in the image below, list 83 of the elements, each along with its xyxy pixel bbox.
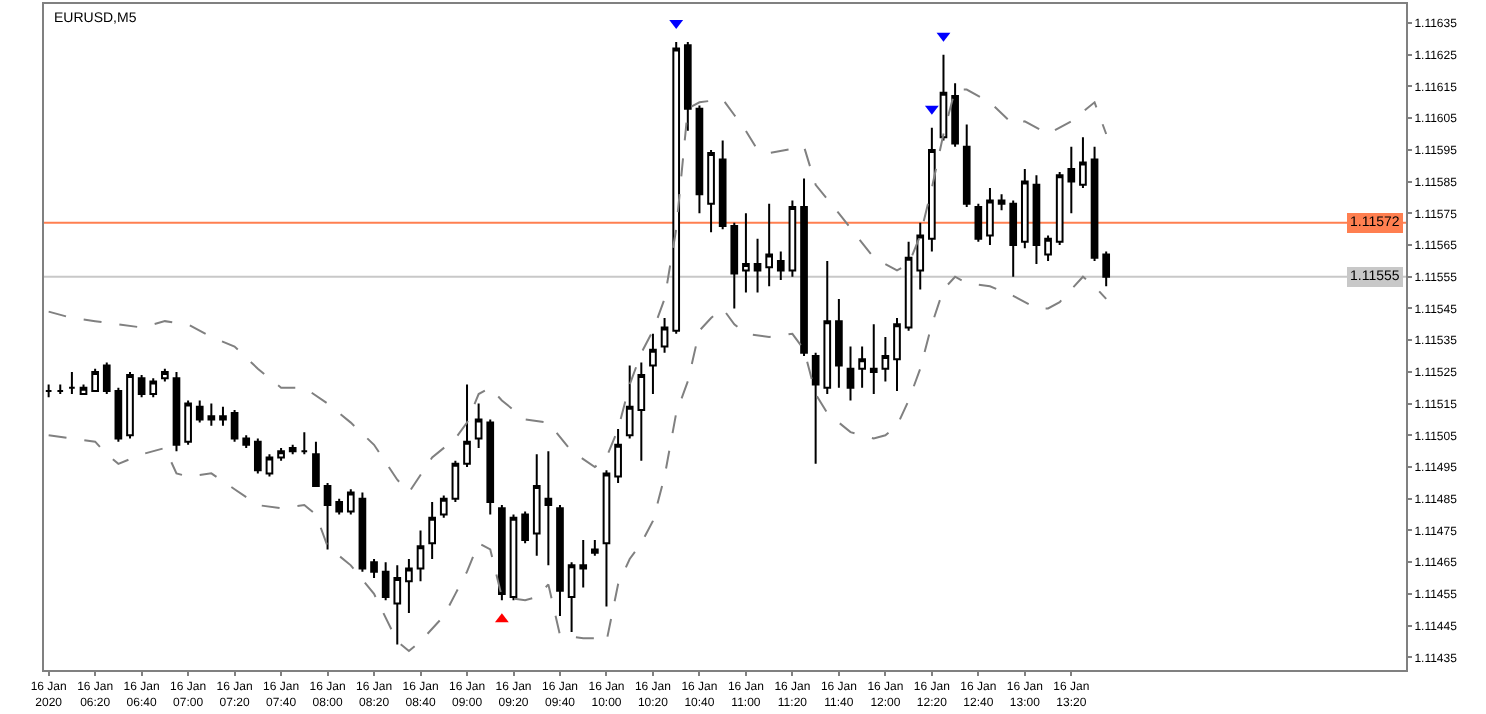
candlestick [474, 402, 483, 449]
candlestick [753, 237, 762, 294]
candlestick [846, 345, 855, 402]
candlestick [439, 494, 448, 519]
candlestick [660, 316, 669, 354]
candlestick [416, 529, 425, 583]
candlestick [707, 148, 715, 234]
candlestick [1102, 250, 1111, 288]
candlestick [184, 399, 192, 446]
candlestick [928, 126, 936, 253]
candlestick [951, 82, 959, 148]
candlestick [695, 104, 704, 215]
candlestick [288, 443, 297, 456]
candlestick [149, 377, 158, 399]
candlestick [1044, 234, 1052, 262]
candlestick [649, 332, 657, 396]
candlestick [835, 297, 843, 389]
candlestick [126, 370, 134, 440]
candlestick [1090, 145, 1099, 262]
candlestick [137, 374, 146, 399]
candlestick [172, 370, 181, 453]
candlestick [986, 186, 994, 247]
line-series [47, 275, 1108, 652]
candlestick [102, 361, 111, 396]
candlestick [974, 202, 983, 243]
candlestick [68, 370, 76, 396]
candlestick [405, 558, 413, 614]
candlestick [265, 453, 274, 478]
candlestick [277, 447, 285, 462]
candlestick [521, 510, 529, 545]
candlestick [544, 450, 553, 567]
candlestick [300, 431, 309, 456]
candlestick [1079, 136, 1087, 189]
candlestick [939, 53, 948, 142]
candlestick [219, 405, 227, 427]
candlestick [346, 488, 355, 516]
candlestick [532, 453, 541, 557]
candlestick [498, 504, 506, 602]
candlestick [765, 202, 773, 288]
candlestick [335, 497, 344, 516]
candlestick [567, 561, 576, 633]
candlestick [776, 250, 785, 281]
candlestick [486, 418, 495, 516]
candlestick [358, 491, 367, 573]
candlestick [463, 383, 471, 469]
candlestick [904, 240, 913, 332]
candlestick [114, 386, 123, 443]
candlestick [253, 437, 262, 475]
candlestick [858, 345, 866, 389]
candlestick [509, 513, 518, 602]
candlestick [800, 177, 808, 358]
candlestick [1009, 199, 1018, 278]
candlestick [428, 500, 436, 560]
candlestick [230, 408, 239, 443]
candlestick [312, 440, 320, 488]
candlestick [242, 434, 251, 449]
candlestick [579, 538, 588, 589]
candlestick [207, 402, 216, 427]
candlestick [591, 538, 599, 557]
candlestick [195, 399, 204, 424]
line-series [47, 88, 1108, 494]
candlestick [869, 323, 878, 396]
candlestick [881, 336, 890, 383]
candlestick [788, 199, 797, 278]
candlestick [683, 41, 692, 132]
candlestick [916, 221, 925, 291]
candlestick [962, 123, 971, 208]
candlestick [614, 427, 622, 484]
candlestick [161, 367, 169, 383]
candlestick [742, 212, 750, 294]
candlestick [370, 558, 378, 580]
candlestick [323, 481, 332, 551]
candlestick [56, 383, 65, 396]
candlestick [1020, 167, 1029, 250]
candlestick [893, 316, 901, 392]
candlestick [602, 469, 611, 608]
candlestick [672, 41, 681, 335]
candlestick [997, 193, 1006, 212]
candlestick [44, 383, 53, 399]
candlestick [1032, 174, 1041, 266]
candlestick [451, 459, 460, 503]
candlestick [556, 504, 564, 618]
candlestick [91, 367, 99, 392]
